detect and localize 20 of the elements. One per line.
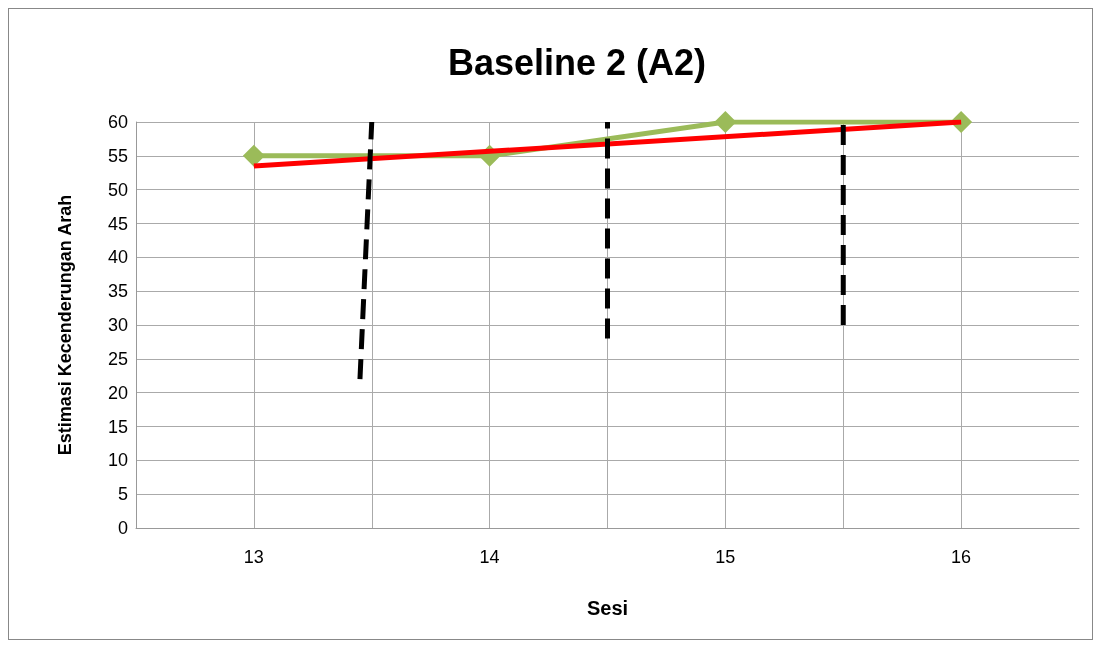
y-tick-label: 40 <box>107 247 128 268</box>
y-tick-label: 15 <box>107 416 128 437</box>
chart-title: Baseline 2 (A2) <box>447 41 707 83</box>
y-tick-label: 25 <box>107 348 128 369</box>
x-tick-label: 16 <box>951 547 972 567</box>
y-tick-label: 0 <box>117 518 128 538</box>
y-tick-label: 5 <box>117 484 128 505</box>
y-axis-title: Estimasi Kecenderungan Arah <box>55 194 75 456</box>
x-tick-label: 15 <box>715 547 736 567</box>
x-tick-label: 14 <box>479 547 500 567</box>
x-tick-label: 13 <box>243 547 264 567</box>
y-tick-label: 50 <box>107 179 128 200</box>
y-tick-label: 60 <box>107 112 128 132</box>
y-tick-label: 55 <box>107 145 128 166</box>
y-tick-label: 30 <box>107 315 128 335</box>
y-tick-label: 45 <box>107 213 128 234</box>
y-tick-label: 20 <box>107 382 128 403</box>
x-axis-title: Sesi <box>586 597 629 619</box>
y-tick-label: 10 <box>107 450 128 471</box>
y-tick-label: 35 <box>107 281 128 302</box>
